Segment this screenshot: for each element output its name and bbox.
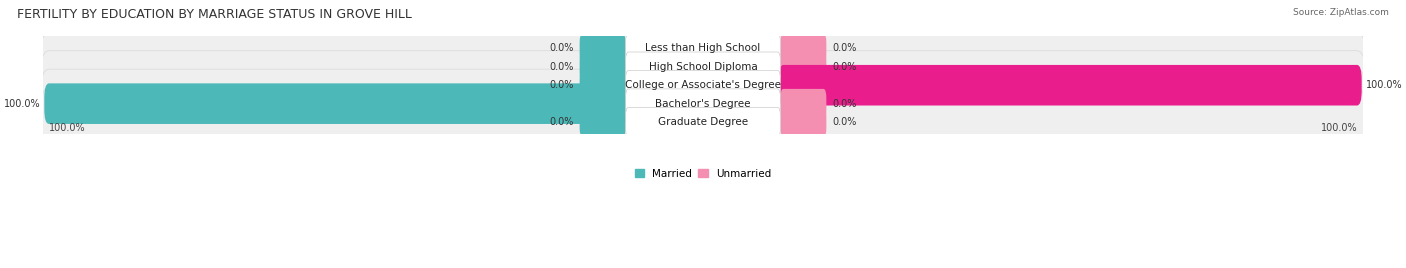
Text: Graduate Degree: Graduate Degree <box>658 117 748 127</box>
FancyBboxPatch shape <box>41 32 1365 101</box>
FancyBboxPatch shape <box>780 89 827 118</box>
FancyBboxPatch shape <box>626 107 780 137</box>
FancyBboxPatch shape <box>626 34 780 63</box>
Text: 0.0%: 0.0% <box>550 43 574 53</box>
Text: 100.0%: 100.0% <box>49 123 86 133</box>
Text: 0.0%: 0.0% <box>832 99 856 109</box>
Text: 100.0%: 100.0% <box>1365 80 1402 90</box>
Text: High School Diploma: High School Diploma <box>648 62 758 72</box>
FancyBboxPatch shape <box>41 69 1365 138</box>
FancyBboxPatch shape <box>45 83 627 124</box>
FancyBboxPatch shape <box>780 107 827 137</box>
Legend: Married, Unmarried: Married, Unmarried <box>630 164 776 183</box>
Text: 0.0%: 0.0% <box>832 62 856 72</box>
FancyBboxPatch shape <box>779 65 1361 106</box>
Text: 0.0%: 0.0% <box>832 43 856 53</box>
Text: 0.0%: 0.0% <box>550 117 574 127</box>
Text: Less than High School: Less than High School <box>645 43 761 53</box>
Text: Source: ZipAtlas.com: Source: ZipAtlas.com <box>1294 8 1389 17</box>
FancyBboxPatch shape <box>780 52 827 81</box>
FancyBboxPatch shape <box>41 51 1365 120</box>
FancyBboxPatch shape <box>579 34 626 63</box>
Text: Bachelor's Degree: Bachelor's Degree <box>655 99 751 109</box>
Text: 0.0%: 0.0% <box>550 80 574 90</box>
FancyBboxPatch shape <box>41 14 1365 83</box>
Text: 100.0%: 100.0% <box>1320 123 1357 133</box>
Text: FERTILITY BY EDUCATION BY MARRIAGE STATUS IN GROVE HILL: FERTILITY BY EDUCATION BY MARRIAGE STATU… <box>17 8 412 21</box>
FancyBboxPatch shape <box>41 88 1365 157</box>
Text: 100.0%: 100.0% <box>4 99 41 109</box>
FancyBboxPatch shape <box>579 70 626 100</box>
FancyBboxPatch shape <box>579 52 626 81</box>
FancyBboxPatch shape <box>626 52 780 81</box>
FancyBboxPatch shape <box>626 89 780 118</box>
Text: College or Associate's Degree: College or Associate's Degree <box>626 80 780 90</box>
FancyBboxPatch shape <box>626 70 780 100</box>
FancyBboxPatch shape <box>780 34 827 63</box>
Text: 0.0%: 0.0% <box>832 117 856 127</box>
Text: 0.0%: 0.0% <box>550 62 574 72</box>
FancyBboxPatch shape <box>579 107 626 137</box>
